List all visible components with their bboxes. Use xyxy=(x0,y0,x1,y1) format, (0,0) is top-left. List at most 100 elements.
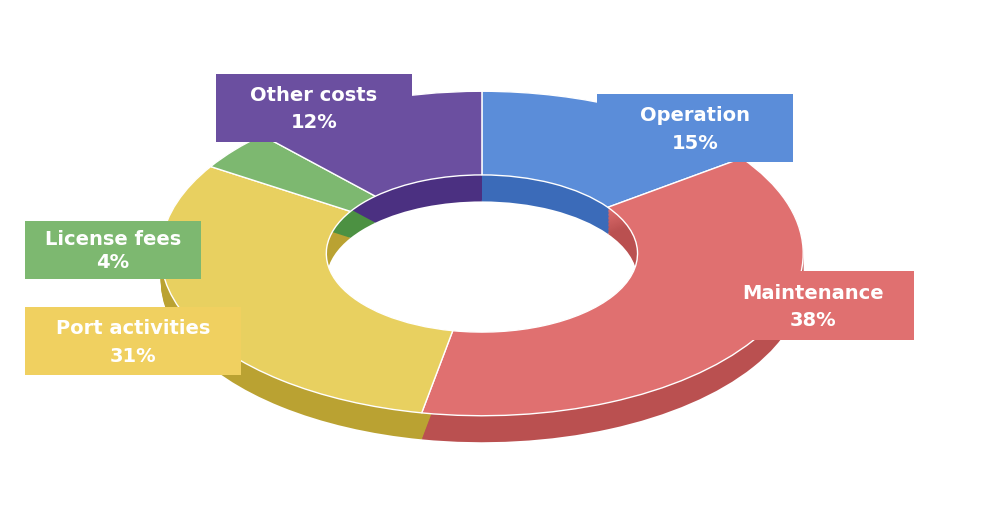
Wedge shape xyxy=(160,182,452,428)
Wedge shape xyxy=(160,192,452,438)
Wedge shape xyxy=(421,176,802,434)
Wedge shape xyxy=(421,164,802,421)
Wedge shape xyxy=(481,112,741,228)
Wedge shape xyxy=(262,118,481,223)
Wedge shape xyxy=(160,171,452,417)
Wedge shape xyxy=(421,165,802,423)
Wedge shape xyxy=(211,149,375,225)
Wedge shape xyxy=(481,108,741,224)
Text: Maintenance: Maintenance xyxy=(741,283,884,303)
Text: Port activities: Port activities xyxy=(56,319,210,338)
Wedge shape xyxy=(160,184,452,429)
Wedge shape xyxy=(262,95,481,200)
Wedge shape xyxy=(262,101,481,206)
Wedge shape xyxy=(211,135,375,211)
Wedge shape xyxy=(262,93,481,198)
Text: 12%: 12% xyxy=(290,113,337,132)
Wedge shape xyxy=(211,145,375,221)
Wedge shape xyxy=(211,162,375,238)
Wedge shape xyxy=(481,110,741,226)
Wedge shape xyxy=(211,142,375,219)
Wedge shape xyxy=(262,112,481,217)
Wedge shape xyxy=(421,180,802,438)
Wedge shape xyxy=(421,158,802,416)
Wedge shape xyxy=(211,141,375,217)
Wedge shape xyxy=(262,108,481,213)
Wedge shape xyxy=(262,105,481,210)
Wedge shape xyxy=(211,138,375,214)
Wedge shape xyxy=(262,106,481,211)
Wedge shape xyxy=(481,104,741,220)
Wedge shape xyxy=(481,114,741,230)
Wedge shape xyxy=(421,168,802,425)
Text: Operation: Operation xyxy=(640,106,749,125)
Wedge shape xyxy=(160,193,452,440)
Wedge shape xyxy=(211,136,375,213)
Wedge shape xyxy=(211,158,375,234)
Wedge shape xyxy=(160,190,452,437)
Wedge shape xyxy=(481,106,741,223)
Wedge shape xyxy=(262,98,481,203)
Wedge shape xyxy=(421,173,802,431)
Wedge shape xyxy=(421,161,802,418)
Text: 4%: 4% xyxy=(96,253,129,272)
Wedge shape xyxy=(421,160,802,417)
Wedge shape xyxy=(262,111,481,216)
Wedge shape xyxy=(262,114,481,219)
Wedge shape xyxy=(211,143,375,220)
Wedge shape xyxy=(421,169,802,427)
Wedge shape xyxy=(160,169,452,416)
Wedge shape xyxy=(421,185,802,442)
Wedge shape xyxy=(481,101,741,217)
Text: Other costs: Other costs xyxy=(250,86,377,105)
Wedge shape xyxy=(211,152,375,228)
Wedge shape xyxy=(262,91,481,196)
Wedge shape xyxy=(481,105,741,221)
Wedge shape xyxy=(160,167,452,413)
Wedge shape xyxy=(211,155,375,231)
Wedge shape xyxy=(421,166,802,424)
Text: 31%: 31% xyxy=(109,346,156,366)
Wedge shape xyxy=(262,97,481,202)
Text: License fees: License fees xyxy=(45,230,181,249)
Wedge shape xyxy=(481,98,741,214)
Wedge shape xyxy=(211,139,375,215)
Wedge shape xyxy=(160,167,452,413)
Wedge shape xyxy=(481,97,741,213)
Wedge shape xyxy=(421,177,802,435)
Wedge shape xyxy=(211,151,375,227)
Wedge shape xyxy=(481,117,741,232)
Wedge shape xyxy=(262,91,481,196)
Wedge shape xyxy=(160,178,452,424)
Text: 15%: 15% xyxy=(671,133,718,153)
Wedge shape xyxy=(160,179,452,425)
Wedge shape xyxy=(421,175,802,432)
Wedge shape xyxy=(421,183,802,441)
Wedge shape xyxy=(481,91,741,207)
Wedge shape xyxy=(262,115,481,220)
Wedge shape xyxy=(262,117,481,222)
Wedge shape xyxy=(211,148,375,224)
Wedge shape xyxy=(160,188,452,434)
Text: 38%: 38% xyxy=(789,311,835,330)
Wedge shape xyxy=(481,111,741,227)
Wedge shape xyxy=(481,99,741,215)
Wedge shape xyxy=(481,95,741,211)
Wedge shape xyxy=(160,189,452,435)
Wedge shape xyxy=(160,180,452,427)
Wedge shape xyxy=(211,147,375,223)
Wedge shape xyxy=(211,160,375,236)
Wedge shape xyxy=(481,115,741,231)
Wedge shape xyxy=(160,168,452,414)
Wedge shape xyxy=(421,162,802,420)
Wedge shape xyxy=(481,102,741,219)
Wedge shape xyxy=(160,172,452,418)
Wedge shape xyxy=(160,175,452,421)
Wedge shape xyxy=(262,99,481,205)
Wedge shape xyxy=(421,179,802,437)
Wedge shape xyxy=(421,171,802,428)
Wedge shape xyxy=(481,118,741,234)
Wedge shape xyxy=(211,135,375,211)
Wedge shape xyxy=(211,156,375,232)
Wedge shape xyxy=(481,91,741,207)
